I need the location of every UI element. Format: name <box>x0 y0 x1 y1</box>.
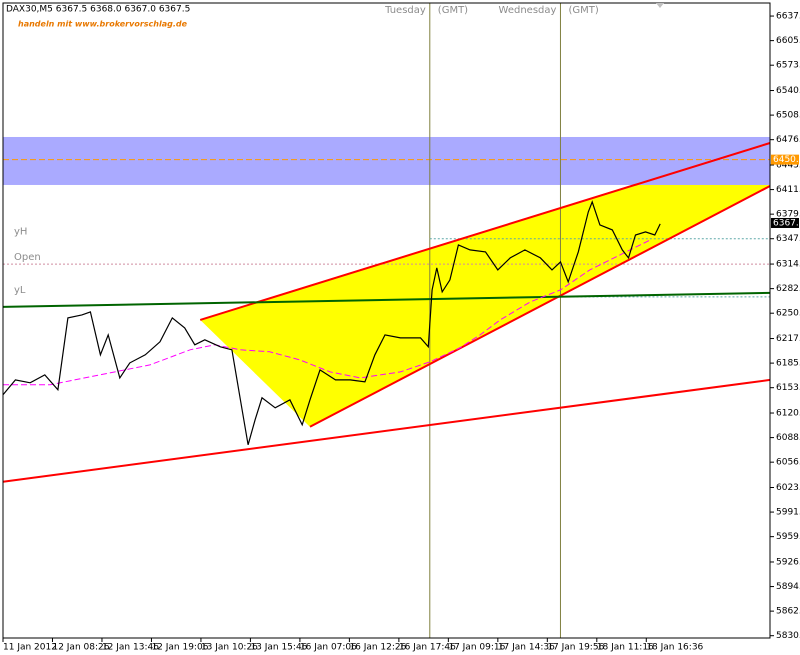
trend-line <box>199 142 771 321</box>
y-tick-label: 6411.0 <box>776 185 800 195</box>
level-label: yH <box>14 227 27 238</box>
y-tick-label: 6540.0 <box>776 86 800 96</box>
trend-line <box>309 185 771 428</box>
y-tick-label: 6088.0 <box>776 433 800 443</box>
y-tick-label: 6314.0 <box>776 260 800 270</box>
day-tz: (GMT) <box>568 5 598 16</box>
shift-marker <box>656 3 664 8</box>
trend-line <box>2 291 771 308</box>
y-tick-label: 6282.0 <box>776 284 800 294</box>
price-line <box>2 200 661 445</box>
y-tick-label: 6023.0 <box>776 483 800 493</box>
resistance-zone <box>3 136 770 185</box>
x-tick-label: 12 Jan 08:26 <box>52 643 109 653</box>
y-tick-label: 5862.0 <box>776 607 800 617</box>
x-tick-label: 13 Jan 10:26 <box>201 643 258 653</box>
price-line <box>3 239 651 386</box>
y-tick-label: 6347.0 <box>776 234 800 244</box>
level-label: yL <box>14 285 26 296</box>
x-tick-label: 17 Jan 14:36 <box>498 643 555 653</box>
x-tick-label: 16 Jan 07:06 <box>300 643 357 653</box>
y-tick-label: 6250.0 <box>776 309 800 319</box>
y-tick-label: 6379.0 <box>776 210 800 220</box>
x-tick-label: 18 Jan 16:36 <box>646 643 703 653</box>
day-label: Wednesday <box>499 5 557 16</box>
y-tick-label: 6120.0 <box>776 409 800 419</box>
x-tick-label: 13 Jan 15:46 <box>250 643 307 653</box>
plot-frame <box>2 2 771 639</box>
chart-subtitle: handeln mit www.brokervorschlag.de <box>18 20 188 29</box>
y-tick-label: 5991.0 <box>776 508 800 518</box>
y-tick-label: 6056.0 <box>776 458 800 468</box>
x-tick-label: 11 Jan 2012 <box>3 643 57 653</box>
resistance-box <box>771 154 799 165</box>
x-tick-label: 17 Jan 19:56 <box>547 643 604 653</box>
y-tick-label: 6217.0 <box>776 334 800 344</box>
last-price-label: 6367.5 <box>773 218 800 228</box>
y-tick-label: 6476.0 <box>776 135 800 145</box>
x-tick-label: 16 Jan 17:46 <box>399 643 456 653</box>
y-tick-label: 6573.0 <box>776 61 800 71</box>
x-tick-label: 12 Jan 13:46 <box>102 643 159 653</box>
x-tick-label: 18 Jan 11:16 <box>597 643 654 653</box>
y-tick-label: 6637.0 <box>776 12 800 22</box>
trend-line <box>2 378 771 483</box>
level-label: Open <box>14 252 41 263</box>
y-tick-label: 6153.0 <box>776 383 800 393</box>
y-tick-label: 5926.0 <box>776 557 800 567</box>
day-tz: (GMT) <box>438 5 468 16</box>
x-tick-label: 17 Jan 09:16 <box>448 643 505 653</box>
y-tick-label: 6443.0 <box>776 161 800 171</box>
day-label: Tuesday <box>384 5 426 16</box>
plot-layer <box>2 3 771 638</box>
y-tick-label: 6508.0 <box>776 111 800 121</box>
y-tick-label: 6185.0 <box>776 359 800 369</box>
wedge <box>200 142 770 427</box>
chart-title: DAX30,M5 6367.5 6368.0 6367.0 6367.5 <box>6 5 190 15</box>
y-tick-label: 5894.0 <box>776 582 800 592</box>
last-price-box <box>771 217 799 228</box>
x-tick-label: 12 Jan 19:06 <box>151 643 208 653</box>
resistance-label: 6450.0 <box>773 155 800 165</box>
x-tick-label: 16 Jan 12:26 <box>349 643 406 653</box>
y-tick-label: 5959.0 <box>776 532 800 542</box>
y-tick-label: 6605.0 <box>776 36 800 46</box>
y-tick-label: 5830.0 <box>776 631 800 641</box>
